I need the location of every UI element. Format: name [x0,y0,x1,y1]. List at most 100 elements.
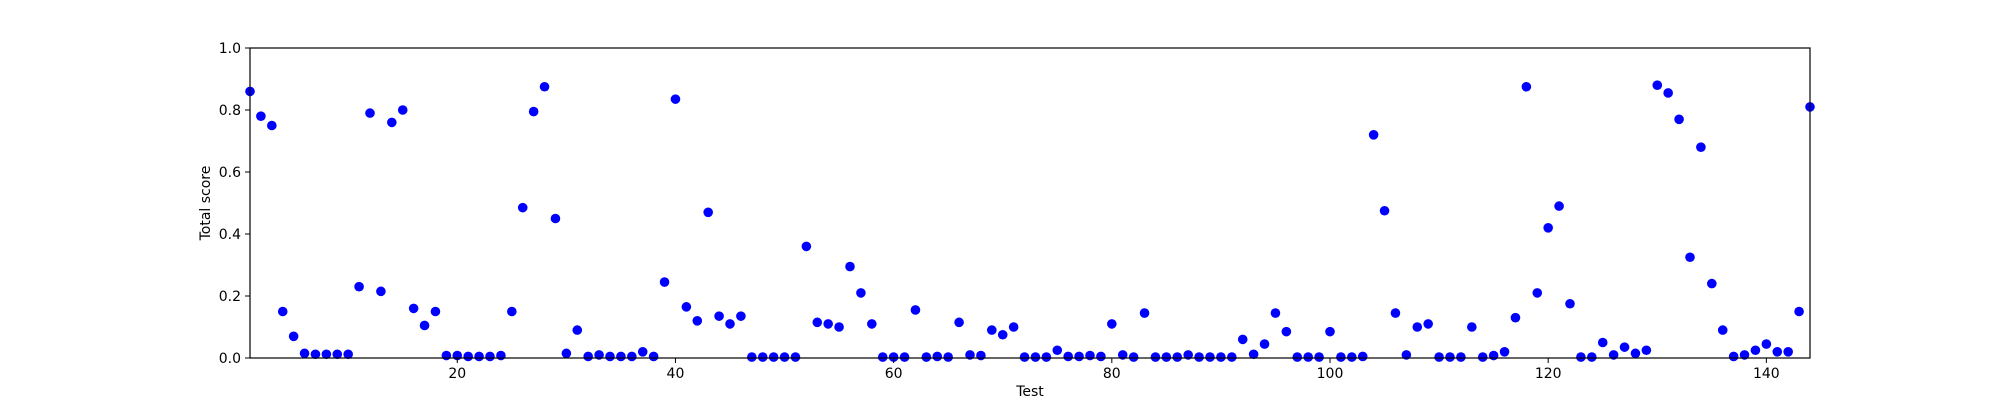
data-point [1794,306,1804,317]
data-point [1685,252,1695,263]
data-point [1630,348,1641,359]
data-point [1336,352,1346,362]
y-tick-label: 0.0 [219,351,241,367]
data-point [1597,337,1608,348]
data-point [932,351,943,362]
data-point [987,325,997,335]
data-point [703,207,713,218]
data-point [1227,352,1237,362]
data-point [1357,351,1368,362]
data-point [1128,352,1139,362]
data-point [572,325,583,335]
x-tick-label: 120 [1535,366,1562,382]
data-point [288,331,299,342]
data-point [1205,352,1215,362]
data-point [387,117,397,128]
data-point [627,351,637,362]
data-point [277,306,288,317]
data-point [954,317,964,328]
data-point [1139,308,1150,318]
data-point [1237,334,1248,345]
data-point [1085,350,1095,361]
data-point [692,316,703,326]
data-point [1150,352,1161,362]
data-point [1423,319,1433,329]
data-point [1074,351,1084,362]
data-point [768,352,779,362]
data-point [1783,347,1793,357]
data-point [1434,352,1444,362]
data-point [790,352,801,362]
data-point [1510,312,1521,323]
data-point [1008,322,1019,332]
data-point [594,350,604,360]
data-point [321,349,332,360]
x-axis-ticks: 20 40 60 80 100 120 140 [448,358,1780,382]
data-point [1161,352,1172,362]
data-point [1674,114,1684,125]
data-point [1325,326,1335,337]
x-tick-label: 140 [1753,366,1780,382]
data-point [1728,351,1739,362]
y-axis-ticks: 0.0 0.2 0.4 0.6 0.8 1.0 [219,41,250,367]
y-tick-label: 0.8 [219,103,241,119]
data-point [539,81,550,92]
data-point [550,213,561,224]
data-point [637,347,648,357]
data-point [1314,352,1324,362]
data-point [1467,322,1477,332]
x-tick-label: 40 [667,366,685,382]
data-point [376,286,386,297]
data-point [899,352,910,362]
data-point [757,352,768,362]
data-point [921,352,932,362]
data-points [245,80,1815,362]
data-point [561,348,572,359]
data-point [1270,308,1281,318]
data-point [1554,201,1564,211]
data-point [1052,345,1063,356]
data-point [365,108,375,118]
data-point [474,351,484,362]
data-point [888,352,899,362]
data-point [419,320,430,331]
x-tick-label: 80 [1103,366,1121,382]
data-point [1248,349,1259,360]
data-point [1194,352,1204,362]
data-point [528,106,539,117]
data-point [1368,130,1379,140]
data-point [1761,339,1772,349]
data-point [583,351,593,362]
data-point [659,277,670,287]
data-point [441,350,452,361]
data-point [463,351,473,362]
y-tick-label: 0.4 [219,227,241,243]
data-point [747,352,757,362]
data-point [1096,351,1106,362]
data-point [1477,352,1488,362]
x-tick-label: 20 [448,366,466,382]
data-point [812,317,823,328]
data-point [397,105,408,115]
data-point [1696,142,1706,152]
y-tick-label: 1.0 [219,41,241,57]
data-point [1216,352,1226,362]
data-point [1576,352,1586,362]
data-point [1041,352,1052,362]
data-point [965,350,975,360]
data-point [943,352,953,362]
data-point [834,322,844,332]
data-point [1619,342,1630,352]
data-point [1707,278,1717,289]
data-point [845,261,855,272]
data-point [976,350,986,361]
data-point [1456,352,1466,362]
data-point [507,306,517,317]
data-point [1717,325,1728,335]
data-point [1641,345,1652,356]
data-point [1608,350,1619,360]
data-point [430,306,441,317]
data-point [299,348,310,359]
data-point [332,349,343,360]
